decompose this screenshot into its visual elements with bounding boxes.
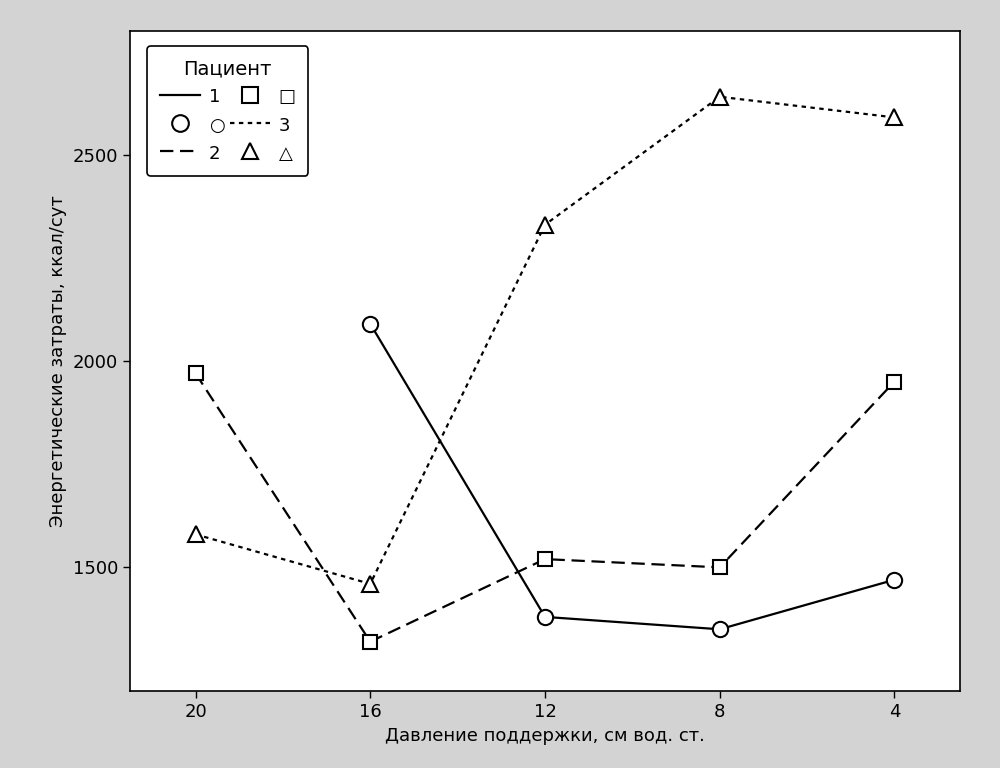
Legend: 1, ○, 2, □, 3, △: 1, ○, 2, □, 3, △ (147, 46, 308, 176)
Y-axis label: Энергетические затраты, ккал/сут: Энергетические затраты, ккал/сут (49, 195, 67, 527)
X-axis label: Давление поддержки, см вод. ст.: Давление поддержки, см вод. ст. (385, 727, 705, 744)
